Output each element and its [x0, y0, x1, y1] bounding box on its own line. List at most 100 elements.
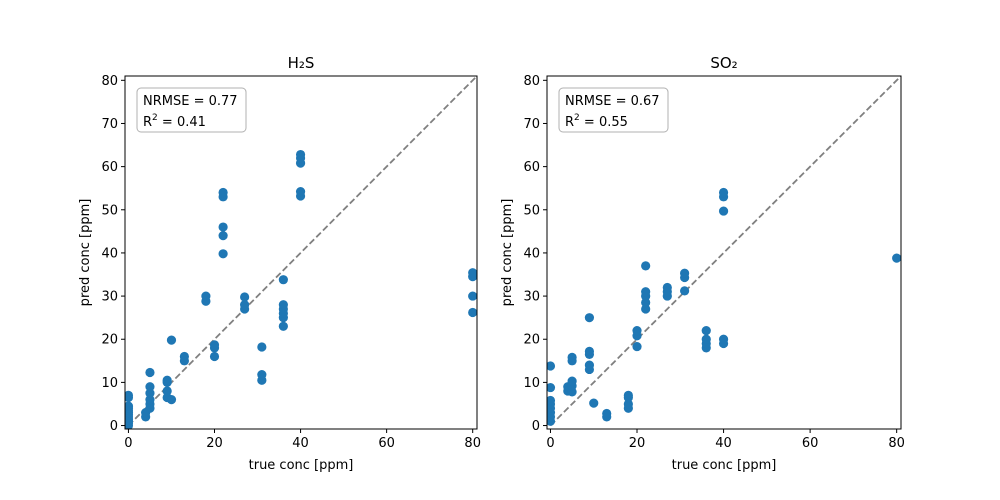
so2-data-point: [623, 390, 633, 400]
so2-data-point: [589, 398, 599, 408]
so2-data-point: [547, 395, 556, 406]
h2s-y-tick-label: 50: [101, 203, 118, 218]
h2s-y-tick-label: 70: [101, 117, 118, 132]
h2s-data-point: [179, 351, 189, 362]
h2s-x-tick-label: 20: [206, 436, 223, 451]
h2s-data-point: [209, 340, 220, 350]
so2-title: SO₂: [710, 54, 737, 72]
so2-y-tick-label: 10: [523, 376, 540, 391]
h2s-data-point: [145, 367, 155, 378]
so2-x-tick-label: 0: [546, 436, 554, 451]
so2-x-tick-label: 60: [802, 436, 819, 451]
h2s-data-point: [125, 401, 134, 411]
so2-data-point: [641, 261, 651, 271]
so2-data-point: [641, 304, 651, 314]
so2-y-tick-label: 50: [523, 203, 540, 218]
so2-data-point: [632, 341, 642, 352]
so2-data-point: [718, 334, 729, 344]
so2-r2-value: = 0.55: [580, 115, 628, 130]
h2s-panel: H₂S 0 20 40 60 80 0 10 20 30 40 50 60 70 80 true conc […: [78, 54, 481, 473]
h2s-y-tick-label: 0: [110, 419, 118, 434]
so2-x-axis-label: true conc [ppm]: [672, 458, 777, 473]
h2s-data-point: [468, 291, 477, 301]
h2s-nrmse-text: NRMSE = 0.77: [143, 94, 238, 109]
so2-data-point: [584, 313, 595, 323]
so2-panel: SO₂ 0 20 40 60 80 0 10 20 30 40 50 60 70 80 true conc […: [500, 54, 905, 473]
h2s-data-point: [257, 370, 267, 380]
so2-data-point: [641, 287, 651, 297]
h2s-y-tick-label: 60: [101, 160, 118, 175]
so2-y-tick-label: 60: [523, 160, 540, 175]
h2s-x-tick-label: 40: [292, 436, 309, 451]
h2s-r2-value: = 0.41: [158, 115, 206, 130]
h2s-x-axis-label: true conc [ppm]: [249, 458, 354, 473]
so2-x-tick-label: 20: [629, 436, 646, 451]
h2s-y-tick-label: 40: [101, 246, 118, 261]
h2s-r2-text: R2 = 0.41: [143, 113, 206, 130]
so2-data-point: [602, 408, 612, 419]
so2-data-point: [584, 346, 595, 356]
h2s-data-point: [278, 321, 288, 331]
so2-data-point: [632, 326, 642, 336]
h2s-data-point: [295, 149, 306, 160]
so2-r2-label: R: [565, 115, 574, 130]
h2s-data-point: [162, 386, 172, 396]
so2-data-point: [701, 326, 711, 336]
so2-y-tick-label: 0: [532, 419, 540, 434]
h2s-data-point: [145, 382, 155, 392]
so2-x-tick-label: 40: [715, 436, 732, 451]
h2s-data-point: [209, 351, 220, 362]
so2-points: [547, 187, 901, 426]
h2s-x-tick-label: 0: [124, 436, 132, 451]
h2s-data-point: [468, 307, 477, 318]
so2-data-point: [623, 399, 633, 409]
so2-data-point: [584, 360, 595, 370]
so2-y-tick-label: 40: [523, 246, 540, 261]
so2-y-tick-label: 80: [523, 74, 540, 89]
h2s-data-point: [125, 390, 134, 400]
so2-data-point: [680, 286, 690, 296]
so2-data-point: [680, 268, 690, 278]
h2s-points: [125, 149, 477, 429]
h2s-data-point: [468, 268, 477, 278]
h2s-data-point: [278, 275, 288, 285]
h2s-r2-superscript: 2: [152, 113, 158, 123]
h2s-y-tick-label: 30: [101, 290, 118, 305]
so2-data-point: [567, 376, 577, 386]
h2s-data-point: [145, 395, 155, 405]
so2-data-point: [567, 352, 577, 362]
h2s-data-point: [218, 187, 228, 198]
h2s-data-point: [218, 231, 228, 241]
so2-data-point: [718, 206, 729, 216]
so2-data-point: [892, 253, 901, 263]
h2s-title: H₂S: [288, 54, 315, 72]
h2s-y-axis-label: pred conc [ppm]: [78, 199, 93, 307]
h2s-x-tick-label: 80: [464, 436, 481, 451]
so2-y-axis-label: pred conc [ppm]: [500, 199, 515, 307]
so2-r2-text: R2 = 0.55: [565, 113, 628, 130]
h2s-data-point: [278, 300, 288, 310]
so2-y-tick-label: 30: [523, 290, 540, 305]
so2-nrmse-text: NRMSE = 0.67: [565, 94, 660, 109]
h2s-data-point: [295, 187, 306, 197]
so2-identity-line: [549, 76, 901, 427]
h2s-data-point: [162, 375, 172, 385]
so2-y-tick-label: 20: [523, 333, 540, 348]
so2-data-point: [547, 361, 556, 371]
so2-x-tick-label: 80: [888, 436, 905, 451]
h2s-stats-box: [136, 87, 247, 133]
h2s-y-tick-label: 20: [101, 333, 118, 348]
h2s-data-point: [166, 395, 177, 405]
so2-stats-box: [558, 87, 669, 133]
so2-y-tick-label: 70: [523, 117, 540, 132]
h2s-identity-line: [127, 76, 477, 427]
h2s-x-tick-label: 60: [378, 436, 395, 451]
h2s-data-point: [240, 292, 250, 302]
h2s-y-tick-label: 80: [101, 74, 118, 89]
so2-data-point: [662, 282, 672, 293]
so2-r2-superscript: 2: [574, 113, 580, 123]
h2s-data-point: [240, 300, 250, 310]
so2-data-point: [701, 334, 711, 344]
